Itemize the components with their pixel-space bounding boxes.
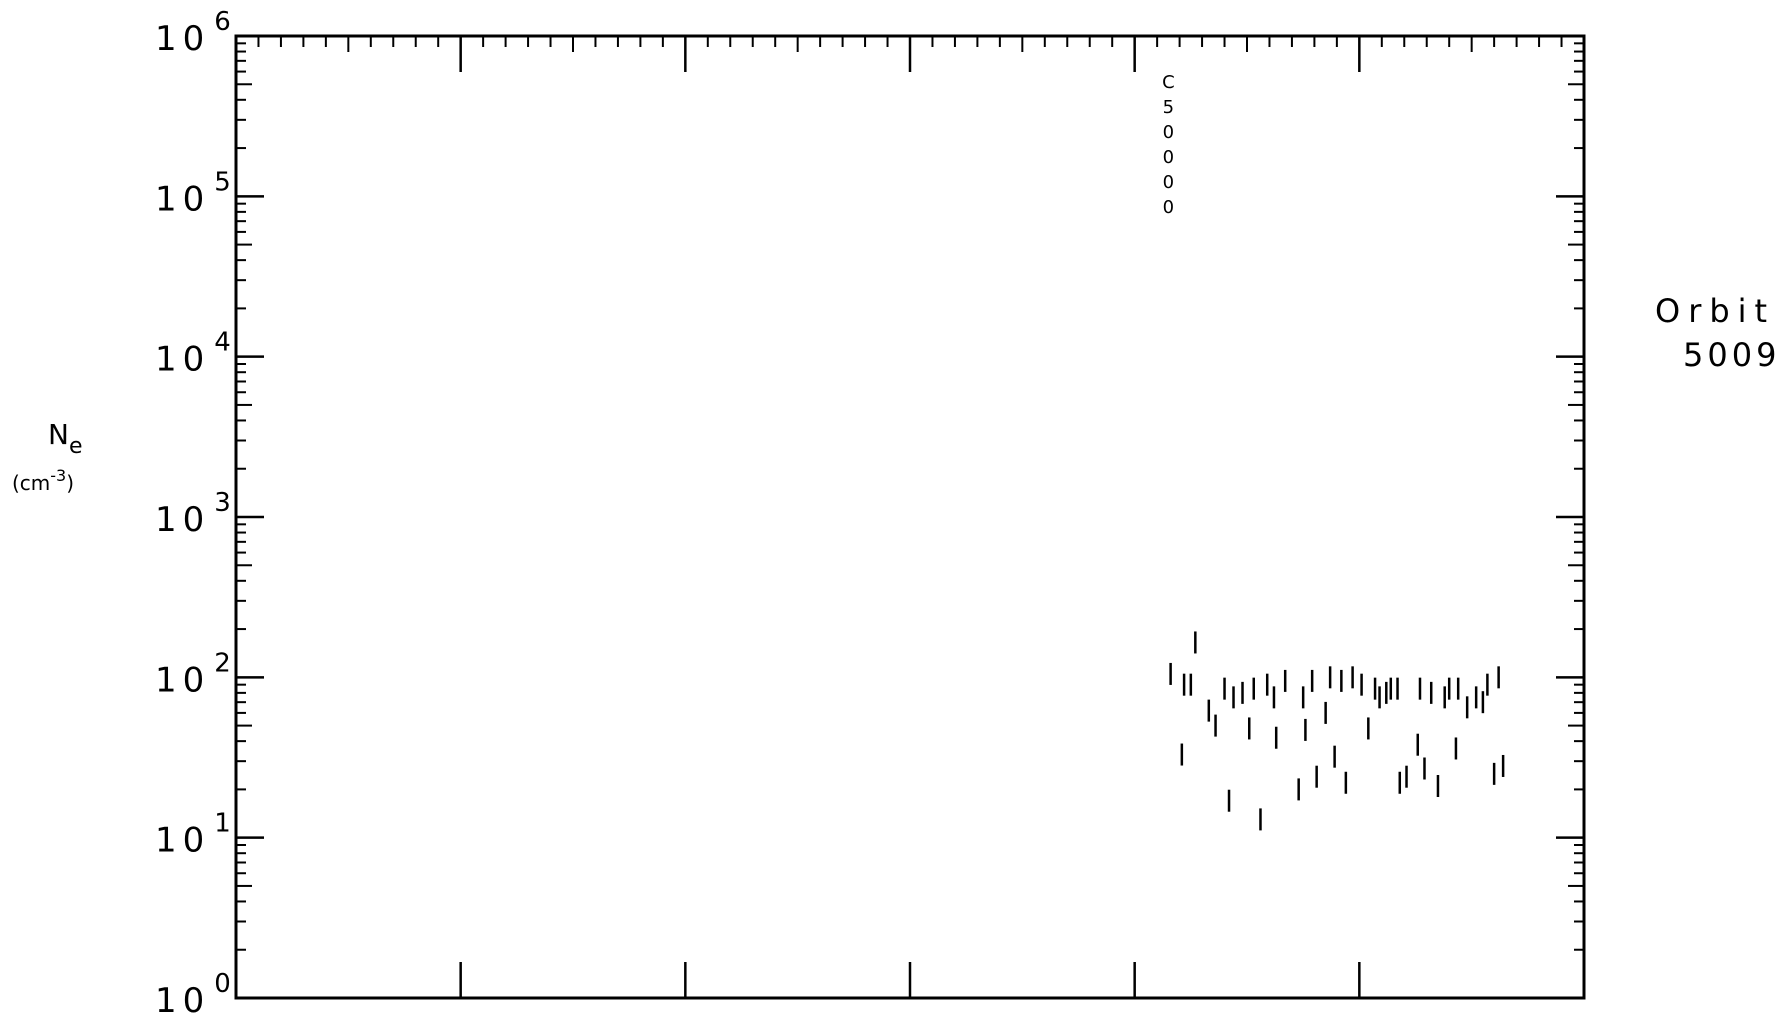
y-tick-exponent: 0 xyxy=(214,969,237,999)
y-tick-base: 10 xyxy=(155,981,210,1017)
y-axis-unit: (cm-3) xyxy=(12,466,74,495)
y-tick-exponent: 1 xyxy=(214,809,237,839)
data-marks xyxy=(1169,631,1505,831)
y-tick-label: 10 3 xyxy=(155,488,237,540)
major-ticks xyxy=(236,34,1584,1000)
y-axis-label-main: N xyxy=(48,418,69,451)
annotation-char: 5 xyxy=(1163,97,1174,118)
y-tick-exponent: 2 xyxy=(214,648,237,678)
y-axis-label: Ne xyxy=(48,418,83,459)
annotation-char: 0 xyxy=(1163,172,1174,193)
y-tick-base: 10 xyxy=(155,500,210,540)
y-tick-label: 10 1 xyxy=(155,809,237,861)
annotation-char: C xyxy=(1162,72,1175,93)
annotation-char: 0 xyxy=(1163,122,1174,143)
y-axis-unit-open: (cm xyxy=(12,471,50,495)
plot-frame xyxy=(234,34,1586,1000)
annotation-char: 0 xyxy=(1163,197,1174,218)
y-axis-unit-exponent: -3 xyxy=(50,466,66,485)
y-tick-exponent: 3 xyxy=(214,488,237,518)
y-tick-label: 10 4 xyxy=(155,328,237,380)
orbit-number: 5009 xyxy=(1683,336,1780,374)
y-tick-exponent: 6 xyxy=(214,7,237,37)
y-tick-base: 10 xyxy=(155,821,210,861)
minor-ticks xyxy=(236,36,1584,951)
y-tick-label: 10 2 xyxy=(155,648,237,700)
y-axis-unit-close: ) xyxy=(66,471,74,495)
y-tick-label: 10 0 xyxy=(155,969,237,1017)
annotation-char: 0 xyxy=(1163,147,1174,168)
annotation-label: C 5 0 0 0 0 xyxy=(1162,72,1175,218)
y-tick-label: 10 6 xyxy=(155,7,237,59)
y-tick-label: 10 5 xyxy=(155,167,237,219)
y-tick-base: 10 xyxy=(155,660,210,700)
y-tick-base: 10 xyxy=(155,179,210,219)
y-tick-exponent: 5 xyxy=(214,167,237,197)
y-tick-base: 10 xyxy=(155,19,210,59)
y-tick-exponent: 4 xyxy=(214,328,237,358)
y-tick-base: 10 xyxy=(155,340,210,380)
orbit-label: Orbit xyxy=(1655,292,1775,330)
y-axis-label-subscript: e xyxy=(69,434,83,459)
